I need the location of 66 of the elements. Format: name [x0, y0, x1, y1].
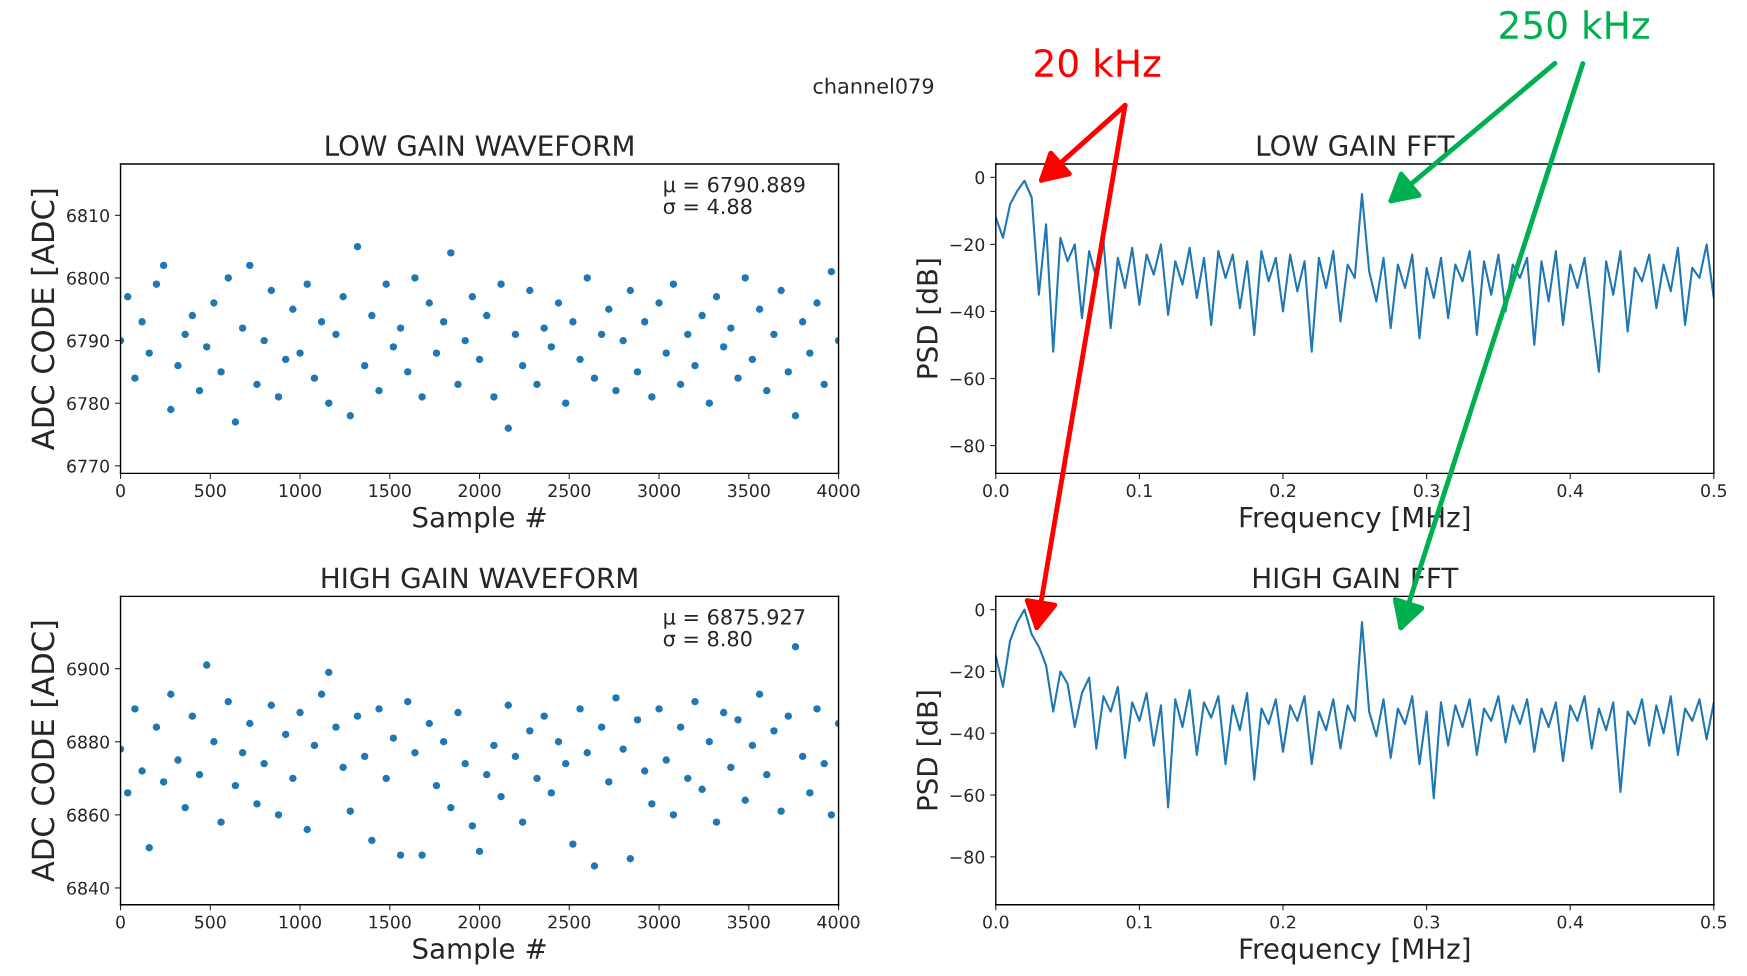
y-tick-label: 6880 [67, 735, 109, 749]
y-tick-label: 6810 [67, 209, 109, 223]
x-axis-title: Frequency [MHz] [1240, 937, 1470, 965]
x-tick-label: 1500 [369, 484, 411, 498]
x-axis-title: Sample # [413, 937, 546, 965]
annotation: μ = 6790.889 σ = 4.88 [663, 176, 805, 215]
x-tick-label: 0.0 [983, 915, 1009, 929]
y-tick-label: 6900 [67, 662, 109, 676]
x-tick-label: 0.0 [983, 484, 1009, 498]
x-tick-label: 4000 [817, 484, 860, 498]
y-tick-label: −20 [950, 238, 985, 252]
x-tick-label: 0.3 [1413, 915, 1440, 929]
x-tick-label: 2000 [458, 484, 501, 498]
y-tick-label: 6800 [67, 271, 109, 285]
x-tick-label: 0.1 [1126, 915, 1152, 929]
x-tick-label: 500 [195, 484, 226, 498]
x-tick-label: 0 [116, 484, 125, 498]
chart-subtitle: channel079 [813, 77, 934, 94]
x-tick-label: 3500 [728, 484, 770, 498]
y-tick-label: −20 [950, 665, 985, 679]
y-tick-label: 6840 [67, 881, 109, 895]
y-tick-label: −60 [950, 372, 985, 386]
x-tick-label: 0.4 [1557, 915, 1584, 929]
y-axis-title: PSD [dB] [916, 259, 942, 378]
x-tick-label: 0.1 [1126, 484, 1152, 498]
text: 250 kHz [1500, 10, 1649, 40]
y-tick-label: 0 [975, 171, 985, 185]
chart-title: HIGH GAIN WAVEFORM [322, 567, 637, 589]
y-tick-label: 6770 [67, 459, 109, 473]
y-tick-label: −40 [950, 726, 985, 741]
x-tick-label: 500 [195, 915, 226, 929]
x-tick-label: 3000 [638, 915, 680, 929]
x-tick-label: 4000 [817, 915, 860, 929]
x-tick-label: 1000 [279, 484, 321, 498]
y-tick-label: 6780 [67, 396, 109, 411]
x-tick-label: 0.5 [1701, 484, 1727, 498]
x-tick-label: 2500 [548, 484, 591, 498]
chart-title: LOW GAIN WAVEFORM [326, 135, 633, 157]
y-axis-title: ADC CODE [ADC] [30, 621, 59, 882]
y-tick-label: 0 [975, 603, 985, 617]
y-tick-label: 6860 [67, 808, 109, 822]
x-tick-label: 1000 [279, 915, 321, 929]
x-tick-label: 0.4 [1557, 484, 1584, 498]
x-tick-label: 3500 [728, 915, 770, 929]
x-tick-label: 0.2 [1270, 915, 1296, 929]
chart-title: LOW GAIN FFT [1257, 135, 1455, 157]
y-tick-label: 6790 [67, 334, 109, 348]
x-axis-title: Sample # [413, 506, 546, 534]
line-series [995, 179, 1714, 373]
line-series [995, 608, 1714, 809]
y-tick-label: −80 [950, 439, 985, 453]
x-tick-label: 3000 [638, 484, 680, 498]
y-axis-title: ADC CODE [ADC] [30, 189, 59, 450]
text: 20 kHz [1035, 48, 1161, 78]
y-tick-label: −80 [950, 850, 985, 864]
x-tick-label: 0.3 [1413, 484, 1440, 498]
x-tick-label: 2500 [548, 915, 591, 929]
x-tick-label: 0.5 [1701, 915, 1727, 929]
annotation: μ = 6875.927 σ = 8.80 [663, 609, 805, 647]
x-tick-label: 0 [116, 915, 125, 929]
y-tick-label: −60 [950, 788, 985, 802]
x-tick-label: 2000 [458, 915, 501, 929]
y-tick-label: −40 [950, 305, 985, 319]
y-axis-title: PSD [dB] [916, 691, 942, 810]
x-tick-label: 1500 [369, 915, 411, 929]
x-tick-label: 0.2 [1270, 484, 1296, 498]
